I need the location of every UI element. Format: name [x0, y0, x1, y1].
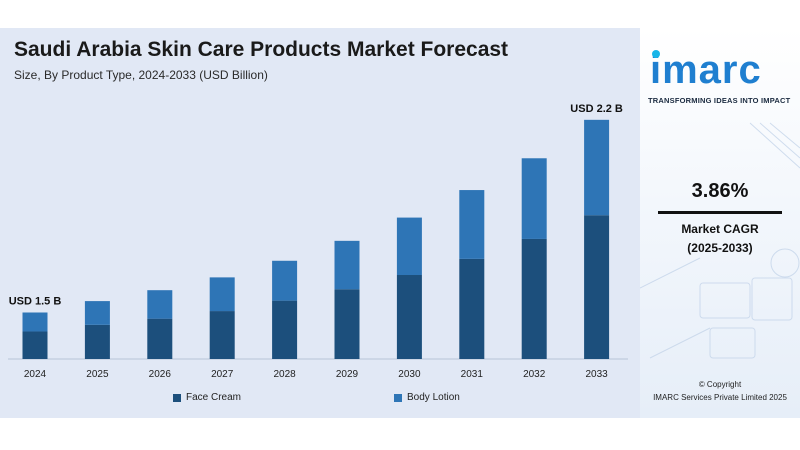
bar-body-lotion-2032: [521, 158, 547, 239]
chart-legend: Face Cream Body Lotion: [0, 392, 640, 408]
sidebar-panel: imarc TRANSFORMING IDEAS INTO IMPACT 3.8…: [640, 28, 800, 418]
x-tick-2030: 2030: [398, 369, 421, 380]
legend-swatch-face-cream: [173, 393, 181, 402]
imarc-logo: imarc TRANSFORMING IDEAS INTO IMPACT: [648, 48, 800, 118]
bar-body-lotion-2025: [84, 301, 110, 325]
x-tick-2026: 2026: [149, 369, 172, 380]
legend-label-body-lotion: Body Lotion: [407, 392, 460, 403]
bar-face-cream-2032: [521, 238, 547, 359]
cagr-label: Market CAGR: [681, 222, 759, 236]
cagr-divider: [658, 211, 782, 214]
bar-body-lotion-2030: [396, 217, 422, 276]
bar-face-cream-2026: [147, 318, 173, 359]
bar-body-lotion-2029: [334, 240, 360, 290]
bar-face-cream-2028: [272, 300, 298, 359]
copyright-text: © Copyright: [698, 380, 742, 389]
x-tick-2032: 2032: [523, 369, 546, 380]
x-tick-2024: 2024: [24, 369, 47, 380]
cagr-value: 3.86%: [691, 180, 749, 202]
x-tick-2029: 2029: [336, 369, 359, 380]
legend-item-face-cream: Face Cream: [173, 392, 241, 403]
logo-wordmark: imarc: [650, 48, 762, 92]
bar-body-lotion-2028: [272, 260, 298, 301]
x-tick-2033: 2033: [585, 369, 608, 380]
bar-face-cream-2025: [84, 324, 110, 359]
bar-body-lotion-2033: [584, 119, 610, 216]
bar-body-lotion-2024: [22, 312, 48, 332]
bar-body-lotion-2026: [147, 290, 173, 319]
bar-face-cream-2033: [584, 215, 610, 359]
logo-tagline: TRANSFORMING IDEAS INTO IMPACT: [648, 96, 791, 105]
legend-item-body-lotion: Body Lotion: [394, 392, 460, 403]
x-tick-2025: 2025: [86, 369, 109, 380]
bar-face-cream-2027: [209, 311, 235, 359]
legend-swatch-body-lotion: [394, 393, 402, 402]
annotation-first-value: USD 1.5 B: [9, 295, 62, 307]
bar-body-lotion-2031: [459, 190, 485, 259]
annotation-last-value: USD 2.2 B: [570, 103, 623, 115]
x-tick-2028: 2028: [273, 369, 296, 380]
company-name: IMARC Services Private Limited 2025: [653, 393, 787, 402]
bar-chart: 2024 2025 2026 2027 2028 2029 2030 2031 2032 2033…: [8, 103, 628, 380]
chart-panel: 2024 2025 2026 2027 2028 2029 2030 2031 2032 2033…: [0, 28, 640, 418]
bar-face-cream-2024: [22, 331, 48, 359]
bar-body-lotion-2027: [209, 277, 235, 312]
bar-face-cream-2030: [396, 275, 422, 359]
bar-face-cream-2029: [334, 289, 360, 359]
chart-title: Saudi Arabia Skin Care Products Market F…: [14, 38, 509, 61]
legend-label-face-cream: Face Cream: [186, 392, 242, 403]
background-graphic: [640, 122, 800, 359]
bar-face-cream-2031: [459, 258, 485, 359]
x-tick-2027: 2027: [211, 369, 234, 380]
x-tick-2031: 2031: [461, 369, 484, 380]
infographic-card: 2024 2025 2026 2027 2028 2029 2030 2031 2032 2033…: [0, 28, 800, 418]
cagr-period: (2025-2033): [687, 241, 753, 255]
chart-subtitle: Size, By Product Type, 2024-2033 (USD Bi…: [14, 68, 268, 82]
logo-dot: [652, 50, 660, 58]
